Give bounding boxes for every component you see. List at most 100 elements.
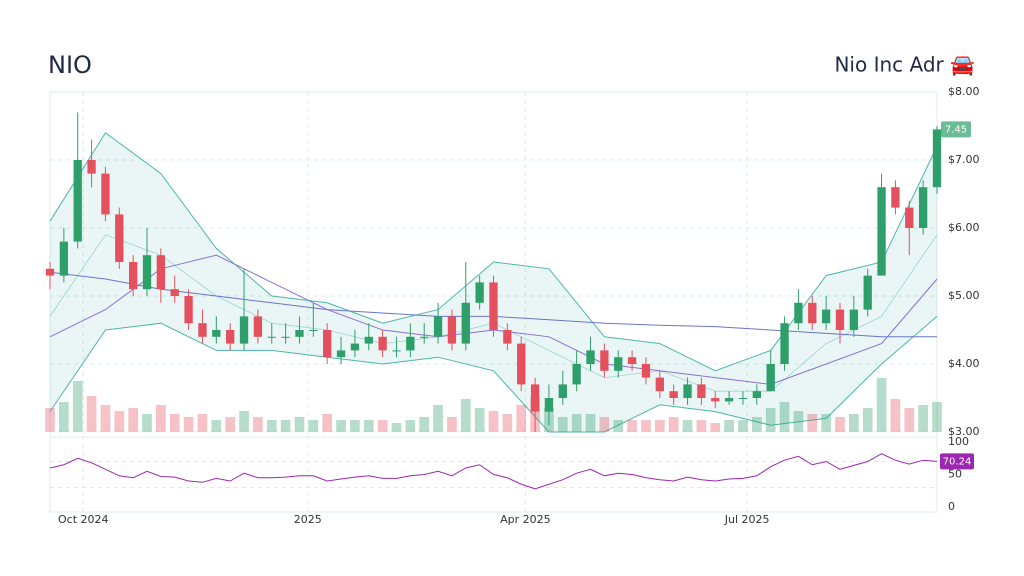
volume-bar [114, 411, 125, 432]
volume-bar [86, 396, 97, 432]
candle-body [877, 187, 886, 276]
candle-body [669, 391, 678, 398]
volume-bar [45, 408, 55, 432]
candle-body [627, 357, 637, 364]
volume-bar [571, 414, 582, 432]
volume-bar [502, 414, 513, 432]
candle-body [697, 384, 706, 398]
candle-body [808, 302, 817, 324]
symbol: NIO [48, 51, 92, 79]
candle-body [198, 323, 207, 337]
volume-bar [308, 420, 319, 432]
volume-bar [419, 417, 430, 432]
candle-body [461, 302, 470, 344]
candle-body [115, 214, 124, 262]
volume-bar [253, 417, 263, 432]
candle-body [586, 350, 595, 364]
volume-bar [294, 417, 305, 432]
candle-body [752, 391, 761, 398]
y-tick-label: $7.00 [948, 153, 980, 166]
volume-bar [59, 402, 69, 432]
volume-bar [724, 420, 734, 432]
volume-bar [142, 414, 152, 432]
rsi-tick-label: 0 [948, 500, 955, 513]
volume-bar [72, 381, 83, 432]
candle-body [835, 309, 845, 330]
volume-bar [183, 417, 194, 432]
volume-bar [266, 420, 277, 432]
volume-bar [821, 414, 831, 432]
last-price-tag [941, 121, 971, 138]
candle-body [350, 343, 360, 351]
volume-bar [350, 420, 360, 432]
volume-bar [668, 417, 679, 432]
volume-bar [336, 420, 346, 432]
volume-bar [807, 414, 818, 432]
volume-bar [488, 411, 499, 432]
volume-bar [793, 411, 804, 432]
volume-bar [169, 414, 180, 432]
last-price-label: 7.45 [945, 124, 967, 135]
candle-body [239, 316, 249, 344]
rsi-tick-label: 50 [948, 468, 962, 481]
candle-body [323, 330, 332, 358]
candle-body [295, 330, 304, 337]
candle-body [530, 384, 540, 412]
volume-bar [682, 420, 693, 432]
candle-body [905, 207, 914, 228]
volume-bar [599, 417, 610, 432]
volume-bar [876, 378, 887, 432]
volume-bar [654, 420, 665, 432]
candle-body [184, 296, 193, 324]
volume-bar [280, 420, 291, 432]
candle-body [406, 336, 415, 351]
candle-body [87, 160, 96, 174]
volume-bar [613, 420, 624, 432]
volume-bar [890, 399, 901, 432]
candle-body [59, 241, 69, 276]
volume-bar [363, 420, 374, 432]
candle-body [503, 330, 512, 344]
y-tick-label: $4.00 [948, 357, 980, 370]
volume-bar [128, 408, 139, 432]
y-tick-label: $8.00 [948, 85, 980, 98]
volume-bar [391, 423, 402, 432]
candle-body [572, 364, 581, 385]
candle-body [932, 129, 942, 188]
candle-body [170, 289, 179, 296]
volume-bar [100, 405, 111, 432]
x-tick-label: Apr 2025 [500, 513, 551, 526]
candle-body [392, 350, 401, 352]
candle-body [655, 377, 664, 392]
volume-bar [904, 408, 915, 432]
volume-bar [918, 405, 928, 432]
volume-bar [239, 411, 249, 432]
volume-bar [765, 408, 776, 432]
volume-bar [447, 417, 457, 432]
volume-bar [627, 420, 637, 432]
volume-bar [225, 417, 236, 432]
rsi-tag [940, 453, 974, 470]
volume-bar [779, 402, 790, 432]
candle-body [253, 316, 263, 337]
band-upper [49, 132, 938, 372]
volume-bar [405, 420, 416, 432]
candle-body [711, 398, 720, 402]
volume-bar [751, 417, 762, 432]
candle-body [863, 275, 872, 310]
company-name: Nio Inc Adr 🚘 [834, 53, 975, 77]
volume-bar [322, 414, 333, 432]
candle-body [433, 316, 443, 337]
candle-body [544, 398, 554, 412]
candle-body [780, 323, 789, 364]
candle-body [281, 336, 290, 338]
candle-body [378, 336, 387, 351]
rsi-tick-label: 100 [948, 435, 969, 448]
candle-body [489, 282, 498, 330]
candle-body [475, 282, 484, 303]
candle-body [766, 364, 775, 392]
candle-body [821, 309, 831, 324]
band-lower [49, 316, 938, 433]
volume-bar [641, 420, 651, 432]
candle-body [309, 330, 318, 331]
